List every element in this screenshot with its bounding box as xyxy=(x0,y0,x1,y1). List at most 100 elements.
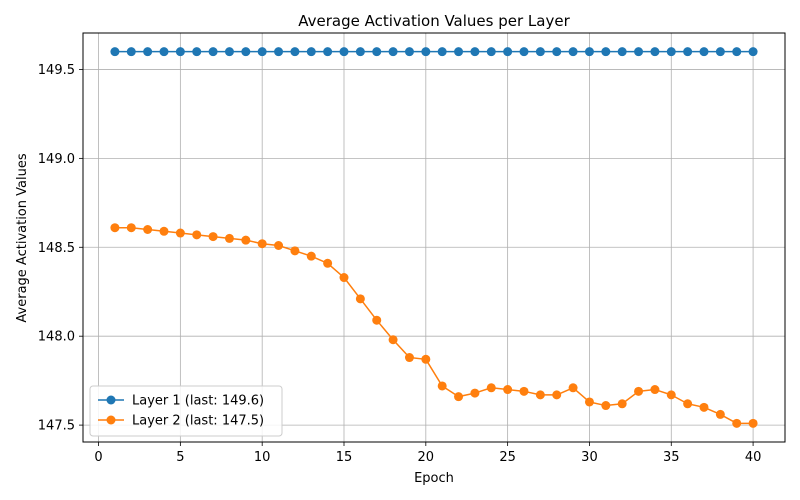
data-point xyxy=(421,354,431,364)
data-point xyxy=(634,386,644,396)
data-point xyxy=(568,383,578,393)
data-point xyxy=(503,385,513,395)
data-point xyxy=(175,47,185,57)
y-tick-label: 148.0 xyxy=(38,330,75,345)
data-point xyxy=(535,390,545,400)
data-point xyxy=(715,47,725,57)
data-point xyxy=(143,224,153,234)
series-line xyxy=(114,226,754,425)
data-point xyxy=(355,294,365,304)
data-point xyxy=(175,228,185,238)
data-point xyxy=(748,418,758,428)
series-2 xyxy=(110,223,758,428)
data-point xyxy=(584,47,594,57)
data-point xyxy=(224,233,234,243)
data-point xyxy=(732,47,742,57)
x-axis-title: Epoch xyxy=(414,471,454,486)
data-point xyxy=(323,258,333,268)
x-tick-label: 5 xyxy=(176,450,184,465)
data-point xyxy=(208,47,218,57)
data-point xyxy=(257,239,267,249)
data-point xyxy=(486,383,496,393)
data-point xyxy=(355,47,365,57)
data-point xyxy=(650,47,660,57)
y-tick-label: 149.0 xyxy=(38,152,75,167)
data-point xyxy=(552,390,562,400)
data-point xyxy=(519,386,529,396)
x-tick-label: 20 xyxy=(418,450,435,465)
data-point xyxy=(274,47,284,57)
data-point xyxy=(257,47,267,57)
data-point xyxy=(699,47,709,57)
data-point xyxy=(192,230,202,240)
x-tick-label: 30 xyxy=(581,450,598,465)
data-point xyxy=(699,402,709,412)
data-point xyxy=(470,388,480,398)
data-point xyxy=(421,47,431,57)
data-point xyxy=(650,385,660,395)
data-point xyxy=(388,47,398,57)
data-point xyxy=(143,47,153,57)
data-point xyxy=(323,47,333,57)
data-point xyxy=(732,418,742,428)
data-point xyxy=(617,399,627,409)
data-point xyxy=(715,409,725,419)
data-point xyxy=(208,232,218,242)
chart-title: Average Activation Values per Layer xyxy=(298,12,570,30)
y-tick-label: 147.5 xyxy=(38,419,75,434)
data-point xyxy=(192,47,202,57)
data-point xyxy=(486,47,496,57)
legend-marker xyxy=(106,395,116,405)
x-tick-label: 40 xyxy=(745,450,762,465)
legend: Layer 1 (last: 149.6) Layer 2 (last: 147.… xyxy=(89,385,283,437)
data-point xyxy=(437,381,447,391)
data-point xyxy=(290,246,300,256)
x-tick-label: 0 xyxy=(94,450,102,465)
data-point xyxy=(454,392,464,402)
legend-label: Layer 1 (last: 149.6) xyxy=(132,394,264,409)
data-point xyxy=(568,47,578,57)
data-point xyxy=(503,47,513,57)
data-point xyxy=(274,241,284,251)
data-point xyxy=(339,273,349,283)
x-tick-label: 35 xyxy=(663,450,680,465)
data-point xyxy=(454,47,464,57)
data-point xyxy=(683,47,693,57)
data-point xyxy=(634,47,644,57)
data-point xyxy=(748,47,758,57)
data-point xyxy=(437,47,447,57)
data-point xyxy=(241,47,251,57)
data-point xyxy=(617,47,627,57)
x-tick-label: 15 xyxy=(336,450,353,465)
data-point xyxy=(159,226,169,236)
y-axis-title: Average Activation Values xyxy=(15,153,30,322)
data-point xyxy=(470,47,480,57)
data-point xyxy=(519,47,529,57)
series-layer xyxy=(110,47,758,428)
data-point xyxy=(110,223,120,233)
data-point xyxy=(584,397,594,407)
data-point xyxy=(110,47,120,57)
tick-layer: 0 5 10 15 20 25 30 35 40 147.5 148.0 148.5 149.0 149.… xyxy=(38,63,762,465)
legend-marker xyxy=(106,415,116,425)
data-point xyxy=(666,47,676,57)
y-tick-label: 148.5 xyxy=(38,241,75,256)
data-point xyxy=(601,401,611,411)
data-point xyxy=(372,315,382,325)
data-point xyxy=(224,47,234,57)
data-point xyxy=(372,47,382,57)
y-tick-label: 149.5 xyxy=(38,63,75,78)
grid xyxy=(83,33,785,442)
data-point xyxy=(552,47,562,57)
x-tick-label: 10 xyxy=(254,450,271,465)
legend-item: Layer 2 (last: 147.5) xyxy=(98,414,264,429)
data-point xyxy=(666,390,676,400)
data-point xyxy=(535,47,545,57)
data-point xyxy=(683,399,693,409)
data-point xyxy=(290,47,300,57)
series-1 xyxy=(110,47,758,57)
data-point xyxy=(339,47,349,57)
data-point xyxy=(404,353,414,363)
data-point xyxy=(306,47,316,57)
